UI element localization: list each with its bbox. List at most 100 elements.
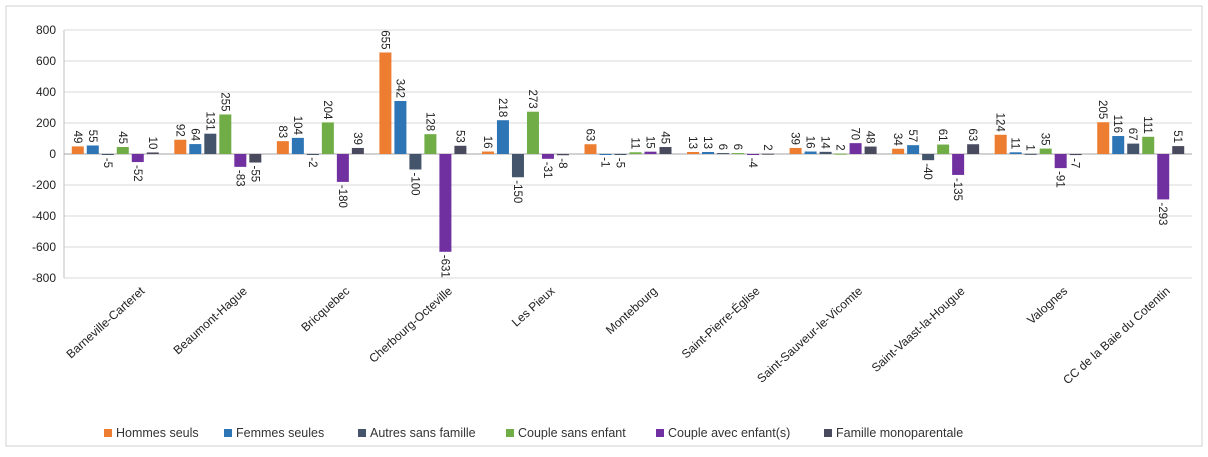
x-tick-label: Barneville-Carteret <box>64 283 148 361</box>
bars <box>71 52 1185 252</box>
legend: Hommes seuls Femmes seules Autres sans fam… <box>104 426 963 440</box>
x-tick-label: Saint-Pierre-Église <box>678 283 763 361</box>
bar <box>1024 153 1037 155</box>
data-label: 35 <box>1039 133 1051 146</box>
bar <box>1127 143 1140 154</box>
bar <box>526 111 539 154</box>
y-tick-label: 800 <box>36 23 56 37</box>
bar <box>1009 152 1022 154</box>
data-label: 48 <box>864 131 876 144</box>
x-tick-label: Bricquebec <box>298 284 352 335</box>
data-label: -83 <box>233 170 245 187</box>
data-label: 124 <box>994 113 1006 133</box>
legend-swatch <box>656 429 664 437</box>
data-label: 14 <box>819 136 831 149</box>
bar <box>351 147 364 154</box>
data-label: 63 <box>584 128 596 141</box>
bar <box>204 133 217 154</box>
data-label: -631 <box>438 255 450 278</box>
bar <box>1054 154 1067 169</box>
y-tick-label: 0 <box>49 147 56 161</box>
bar <box>541 154 554 159</box>
legend-item-label: Autres sans famille <box>370 426 476 440</box>
bar <box>789 147 802 154</box>
bar <box>804 151 817 154</box>
legend-item-label: Couple avec enfant(s) <box>668 426 790 440</box>
data-label: 1 <box>1024 144 1036 150</box>
bar <box>116 147 129 154</box>
data-label: 15 <box>644 136 656 149</box>
bar <box>424 134 437 154</box>
legend-swatch <box>824 429 832 437</box>
data-label: 128 <box>423 112 435 131</box>
data-label: 70 <box>849 127 861 140</box>
bar <box>409 154 422 170</box>
bar <box>511 154 524 178</box>
bar <box>717 153 730 155</box>
legend-swatch <box>506 429 514 437</box>
data-label: 131 <box>203 112 215 131</box>
bar <box>732 153 745 155</box>
data-label: 53 <box>453 130 465 143</box>
bar <box>762 153 775 155</box>
x-tick-label: Cherbourg-Octeville <box>366 284 455 366</box>
bar <box>644 151 657 154</box>
x-tick-label: Saint-Sauveur-le-Vicomte <box>754 284 865 386</box>
legend-swatch <box>358 429 366 437</box>
bar <box>174 139 187 154</box>
data-label: -100 <box>408 173 420 196</box>
bar <box>146 152 159 154</box>
bar <box>702 151 715 154</box>
data-label: 45 <box>116 131 128 144</box>
bar <box>556 154 569 156</box>
data-label: 2 <box>761 144 773 150</box>
legend-item-label: Couple sans enfant <box>518 426 626 440</box>
bar <box>584 144 597 154</box>
bar <box>599 154 612 155</box>
bar <box>1069 154 1082 156</box>
data-label: 116 <box>1111 115 1123 133</box>
bar <box>1039 148 1052 154</box>
data-label: 10 <box>146 137 158 150</box>
bar <box>629 152 642 154</box>
bar <box>101 154 114 155</box>
data-label: 67 <box>1126 128 1138 141</box>
data-label: 342 <box>393 79 405 98</box>
bar <box>687 151 700 154</box>
data-label: -91 <box>1054 171 1066 188</box>
data-label: 104 <box>291 116 303 136</box>
bar <box>967 144 980 154</box>
x-tick-label: Montebourg <box>603 284 660 337</box>
data-label: 273 <box>526 89 538 108</box>
y-tick-label: 600 <box>36 54 56 68</box>
data-label: -180 <box>336 185 348 208</box>
data-label: -1 <box>599 157 611 167</box>
bar <box>1112 136 1125 154</box>
x-tick-labels: Barneville-Carteret Beaumont-Hague Bricque… <box>64 283 1173 387</box>
data-label: 11 <box>629 137 641 149</box>
data-label: -150 <box>511 180 523 203</box>
bar <box>952 154 965 175</box>
bar <box>864 146 877 154</box>
data-label: -293 <box>1156 202 1168 225</box>
data-label: 16 <box>804 136 816 149</box>
bar <box>614 154 627 155</box>
bar <box>71 146 84 154</box>
bar <box>234 154 247 167</box>
data-label: 49 <box>71 131 83 144</box>
data-label: -7 <box>1069 158 1081 168</box>
data-label: 13 <box>701 136 713 149</box>
bar <box>454 145 467 154</box>
bar <box>481 151 494 154</box>
bar <box>321 122 334 154</box>
y-tick-label: 200 <box>36 116 56 130</box>
legend-item-label: Hommes seuls <box>116 426 199 440</box>
data-label: -40 <box>921 163 933 180</box>
bar <box>86 145 99 154</box>
data-label: -52 <box>131 165 143 182</box>
data-label: 45 <box>659 131 671 144</box>
bar <box>834 153 847 155</box>
chart-frame <box>5 5 1203 447</box>
bar <box>276 141 289 154</box>
